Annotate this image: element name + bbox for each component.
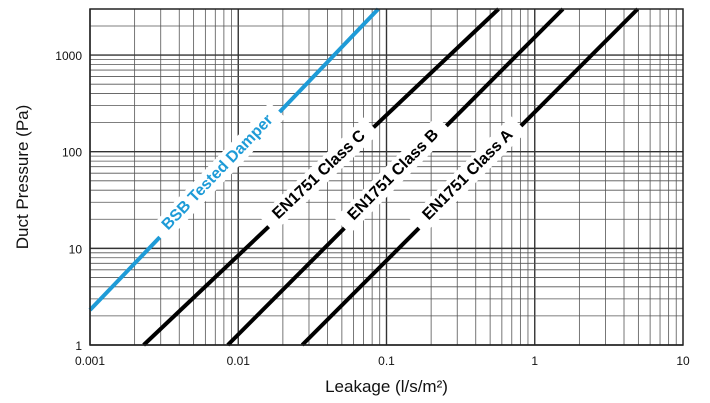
series-label-background	[409, 116, 527, 234]
y-axis-title: Duct Pressure (Pa)	[13, 105, 32, 250]
x-tick-label: 0.1	[378, 354, 395, 368]
y-tick-label: 10	[69, 242, 83, 256]
series-label-background	[149, 102, 286, 243]
series-label-background	[334, 116, 453, 234]
y-tick-label: 1	[75, 339, 82, 353]
x-axis-title: Leakage (l/s/m²)	[325, 377, 448, 396]
series-label-background	[259, 117, 380, 233]
x-tick-label: 1	[531, 354, 538, 368]
x-tick-label: 0.001	[75, 354, 105, 368]
x-tick-labels: 0.001 0.01 0.1 1 10	[75, 354, 690, 368]
series-label-text: BSB Tested Damper	[159, 112, 277, 234]
x-tick-label: 10	[676, 354, 690, 368]
y-tick-labels: 1 10 100 1000	[55, 49, 82, 353]
plot-frame	[89, 8, 684, 346]
y-tick-label: 100	[62, 146, 82, 160]
x-tick-label: 0.01	[227, 354, 251, 368]
y-tick-label: 1000	[55, 49, 82, 63]
